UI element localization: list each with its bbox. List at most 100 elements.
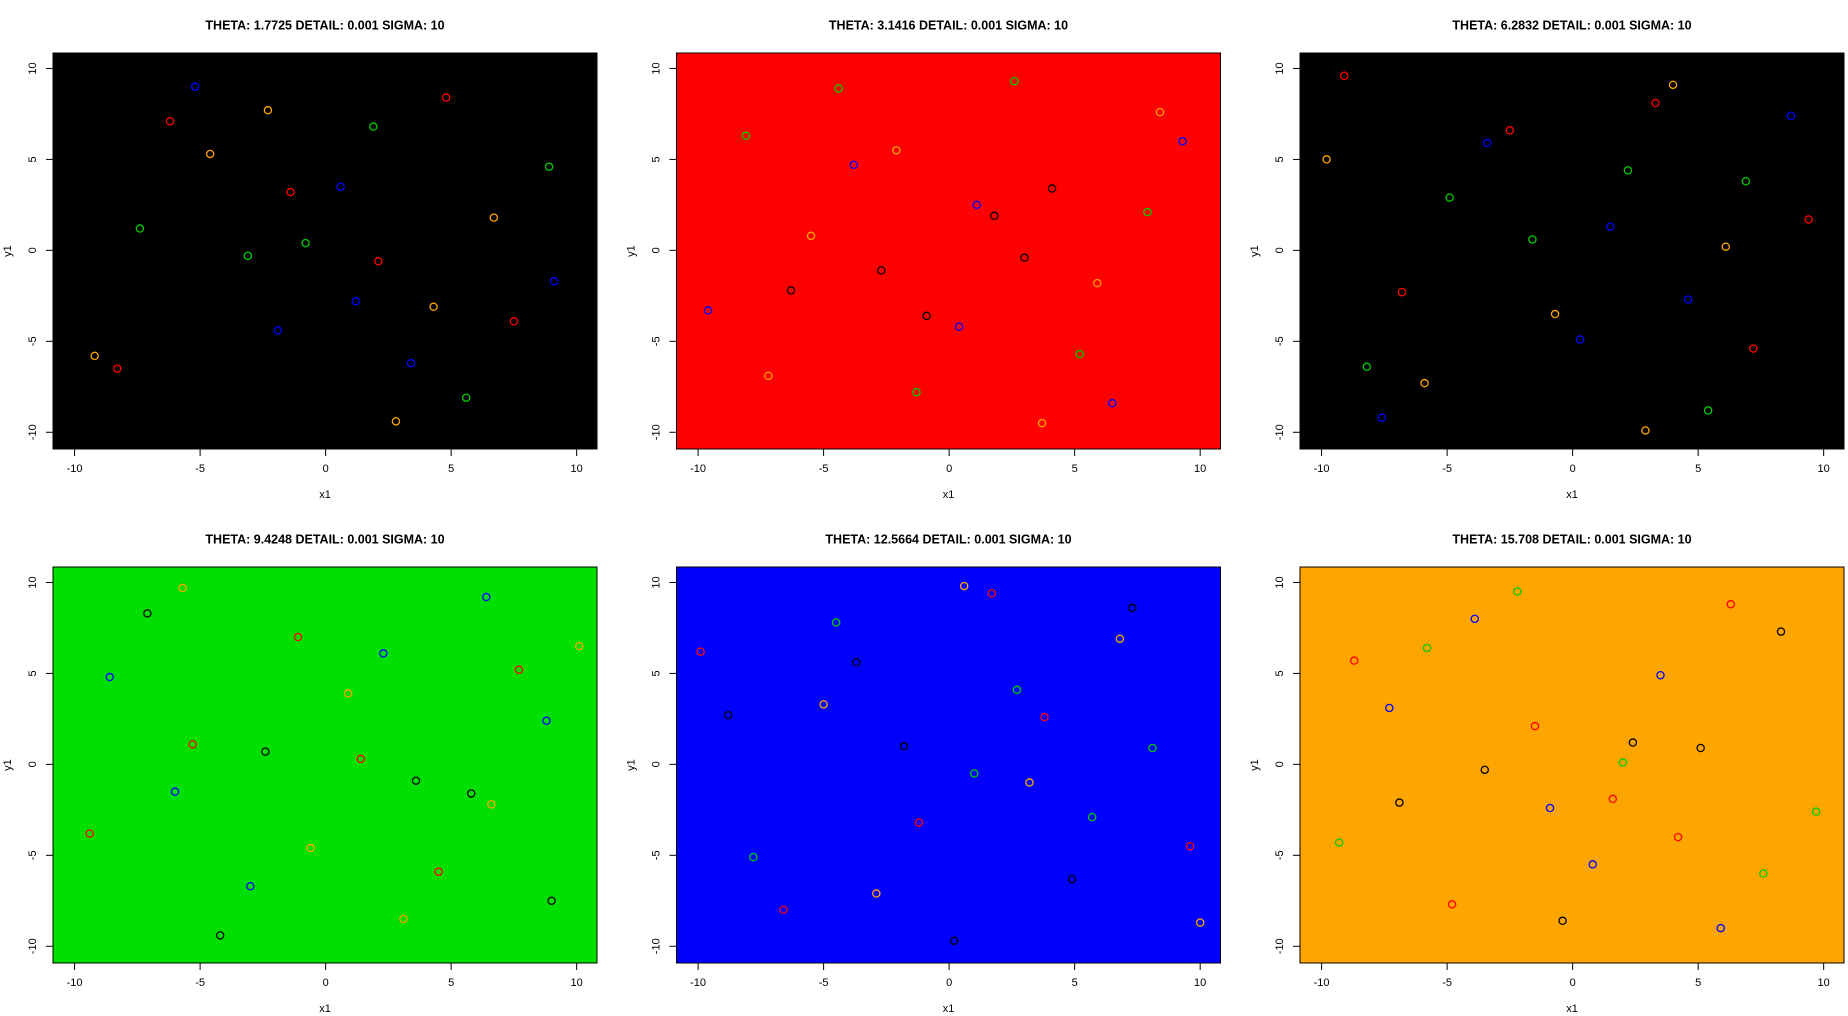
point <box>411 776 421 785</box>
point <box>293 632 303 642</box>
point <box>1721 242 1731 251</box>
points <box>696 581 1205 946</box>
x-tick-label: -10 <box>1314 463 1330 475</box>
point <box>1148 743 1157 753</box>
point <box>170 787 180 796</box>
plot-background <box>53 53 597 449</box>
point <box>1505 126 1515 135</box>
point <box>1385 703 1394 713</box>
point <box>834 84 843 93</box>
point <box>1668 80 1678 90</box>
x-axis-label: x1 <box>319 489 331 501</box>
point <box>1558 916 1567 926</box>
point <box>1786 111 1796 121</box>
x-tick-label: 10 <box>1818 463 1830 475</box>
point <box>1395 798 1404 807</box>
x-tick-label: 0 <box>323 463 329 475</box>
point <box>877 266 886 275</box>
x-tick-label: 0 <box>946 977 952 989</box>
point <box>1420 378 1429 388</box>
chart-title: THETA: 15.708 DETAIL: 0.001 SIGMA: 10 <box>1452 532 1691 546</box>
x-tick-label: -5 <box>1442 463 1452 475</box>
point <box>1480 765 1490 775</box>
point <box>215 931 225 940</box>
x-tick-label: 5 <box>1072 977 1078 989</box>
point <box>806 231 816 241</box>
plot-frame <box>1299 566 1845 964</box>
point <box>819 700 828 709</box>
y-tick-label: -5 <box>1274 850 1286 860</box>
point <box>892 146 901 155</box>
chart-title: THETA: 3.1416 DETAIL: 0.001 SIGMA: 10 <box>829 18 1068 32</box>
point <box>90 351 99 361</box>
point <box>1322 155 1331 164</box>
point <box>1606 222 1615 231</box>
x-tick-label: 0 <box>946 463 952 475</box>
point <box>1349 656 1359 665</box>
point <box>1397 287 1407 297</box>
point <box>391 417 401 426</box>
x-axis-label: x1 <box>1566 1003 1578 1015</box>
x-tick-label: 0 <box>1570 977 1576 989</box>
point <box>178 583 187 593</box>
point <box>990 211 999 221</box>
x-tick-label: -5 <box>819 977 829 989</box>
plot-frame <box>1299 52 1845 450</box>
point <box>306 843 315 853</box>
point <box>261 747 270 756</box>
y-tick-label: 0 <box>27 761 39 767</box>
x-tick-label: 10 <box>571 463 583 475</box>
x-tick-label: 5 <box>448 463 454 475</box>
point <box>351 297 361 306</box>
x-axis-label: x1 <box>1566 489 1578 501</box>
point <box>544 162 554 171</box>
point <box>487 800 496 809</box>
x-tick-label: -10 <box>690 977 706 989</box>
points <box>1322 71 1813 435</box>
point <box>1759 869 1768 878</box>
x-tick-label: 0 <box>1570 463 1576 475</box>
point <box>369 122 378 131</box>
x-tick-label: -5 <box>195 463 205 475</box>
y-tick-label: -5 <box>650 850 662 860</box>
point <box>1087 812 1097 822</box>
plot-frame <box>676 52 1221 450</box>
plot-frame <box>52 566 598 964</box>
x-tick-label: -10 <box>1314 977 1330 989</box>
point <box>165 116 175 126</box>
point <box>1575 335 1585 344</box>
y-tick-label: -10 <box>27 938 39 954</box>
point <box>1608 794 1618 804</box>
point <box>969 769 979 778</box>
point <box>1155 107 1165 117</box>
y-tick-label: 5 <box>650 156 662 162</box>
point <box>1530 721 1540 731</box>
point <box>1749 344 1758 353</box>
point <box>574 641 584 651</box>
x-tick-label: 5 <box>1072 463 1078 475</box>
y-tick-label: -5 <box>27 850 39 860</box>
point <box>542 716 551 725</box>
point <box>1641 426 1650 435</box>
y-tick-label: 0 <box>27 247 39 253</box>
point <box>85 829 94 838</box>
x-tick-label: -5 <box>1442 977 1452 989</box>
point <box>1195 918 1205 927</box>
panel: THETA: 6.2832 DETAIL: 0.001 SIGMA: 10 -10… <box>1249 18 1845 501</box>
point <box>429 302 438 312</box>
point <box>243 251 253 261</box>
point <box>135 224 145 233</box>
y-tick-label: 0 <box>1274 247 1286 253</box>
y-tick-label: 10 <box>27 576 39 588</box>
point <box>263 106 273 115</box>
y-tick-label: 10 <box>650 62 662 74</box>
y-tick-label: -10 <box>650 424 662 440</box>
y-axis-label: y1 <box>625 759 637 771</box>
y-axis-label: y1 <box>625 245 637 257</box>
point <box>831 618 841 627</box>
point <box>143 609 152 618</box>
y-tick-label: -5 <box>650 336 662 346</box>
point <box>489 213 499 222</box>
